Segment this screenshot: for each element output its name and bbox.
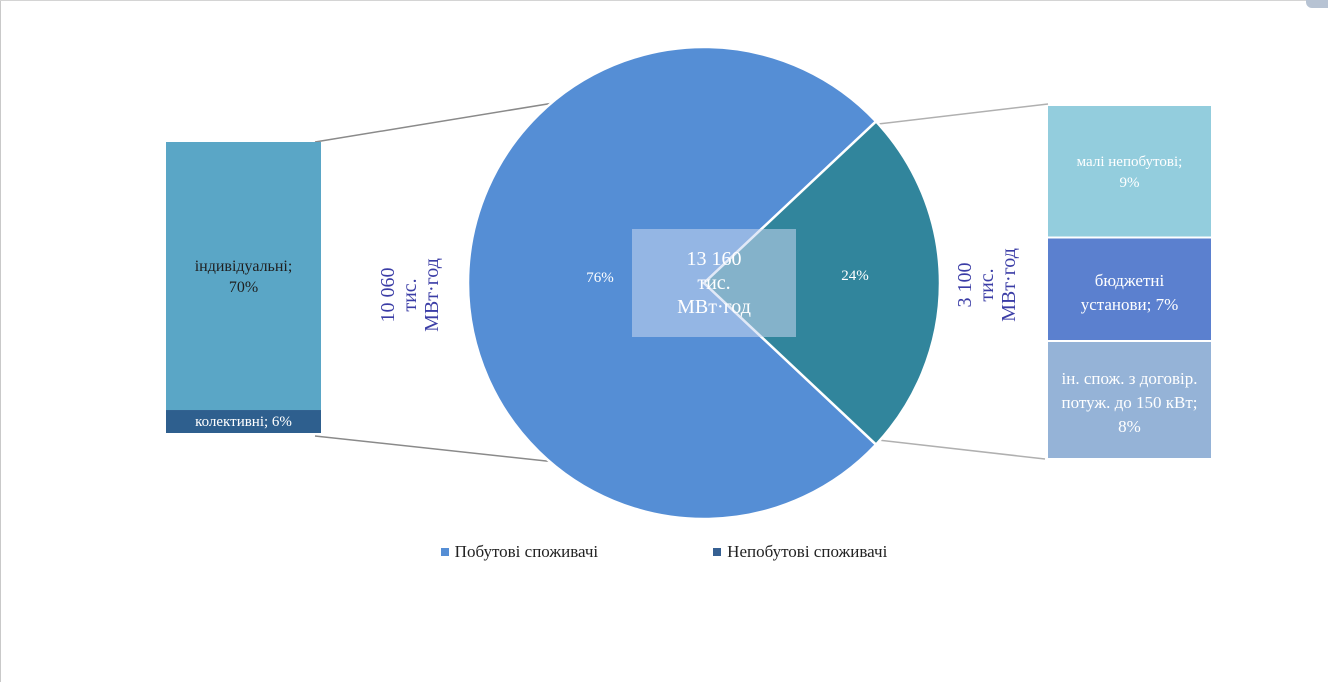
frame-border-top (0, 0, 1328, 1)
pie-slice-nonhousehold (702, 119, 942, 447)
legend-item-nonhousehold: Непобутові споживачі (713, 540, 887, 564)
left-bar-segment-0 (166, 142, 321, 411)
legend-item-household: Побутові споживачі (440, 540, 599, 564)
right-bar-segment-2 (1048, 342, 1211, 458)
right-total-label: 3 100 тис. МВт·год (954, 248, 1020, 322)
legend-label-household: Побутові споживачі (454, 542, 599, 561)
legend-swatch-household (440, 548, 449, 556)
connector-right-bottom (877, 439, 1046, 460)
legend-swatch-nonhousehold (713, 548, 722, 556)
left-segment-label-collective: колективні; 6% (195, 414, 292, 430)
pie-label-household: 76% (586, 270, 614, 286)
left-breakdown-bar (166, 142, 321, 433)
pie-total-label: 13 160 тис. МВт·год (632, 229, 796, 337)
right-bar-segment-0 (1048, 106, 1211, 237)
right-segment-label-small: малі непобутові; 9% (1076, 153, 1183, 191)
right-segment-label-other: ін. спож. з договір. потуж. до 150 кВт; … (1061, 368, 1198, 436)
pie-label-nonhousehold: 24% (841, 268, 869, 284)
connector-right-top (877, 103, 1049, 125)
connector-left-bottom (314, 435, 575, 465)
right-segment-label-budget: бюджетні установи; 7% (1080, 271, 1179, 314)
left-total-label: 10 060 тис. МВт·год (377, 258, 443, 332)
left-segment-label-individual: індивідуальні; 70% (194, 258, 293, 296)
legend-label-nonhousehold: Непобутові споживачі (727, 542, 888, 561)
connector-left-top (314, 98, 579, 143)
right-breakdown-bar (1048, 106, 1211, 458)
frame-border-left (0, 0, 1, 682)
legend: Побутові споживачі Непобутові споживачі (0, 540, 1328, 564)
right-bar-segment-1 (1048, 238, 1211, 340)
corner-tab (1306, 0, 1328, 8)
left-bar-segment-1 (166, 410, 321, 433)
